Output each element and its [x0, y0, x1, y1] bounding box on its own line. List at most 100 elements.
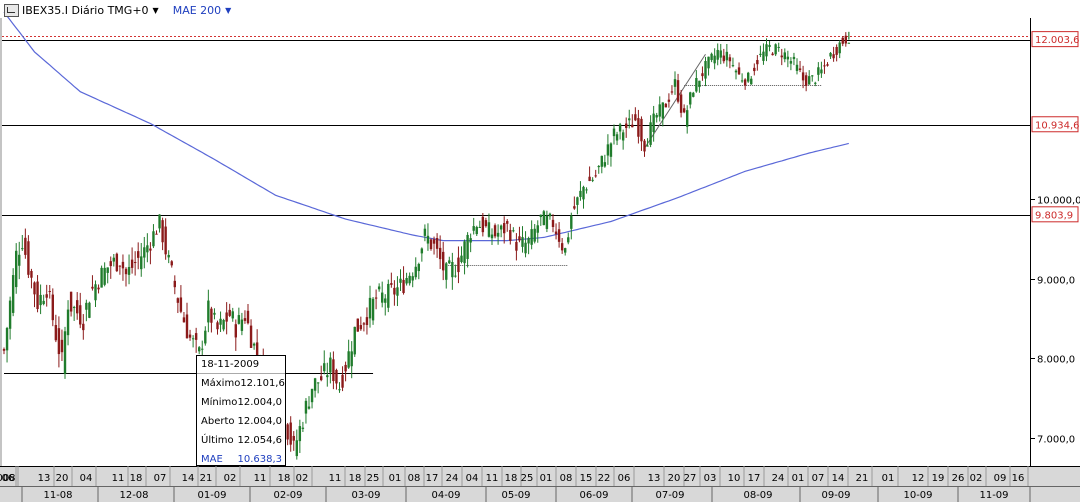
candle-body: [289, 422, 292, 445]
chart-symbol-icon[interactable]: [4, 3, 19, 17]
candle-body: [176, 298, 180, 303]
candle-body: [804, 75, 808, 86]
candle: [115, 252, 119, 273]
candle-body: [682, 108, 686, 113]
candle-body: [213, 312, 216, 315]
candle-body: [234, 324, 237, 338]
candle: [768, 40, 771, 52]
candle-body: [490, 234, 494, 239]
candle-body: [542, 211, 546, 226]
candle: [353, 326, 356, 357]
data-tooltip: 18-11-2009 Máximo 12.101,6 Mínimo 12.004…: [196, 355, 286, 466]
candle: [493, 223, 497, 239]
x-day-label: 11: [112, 473, 125, 484]
candle-body: [442, 251, 445, 271]
candle-body: [829, 52, 832, 57]
candle: [695, 70, 698, 93]
candle: [786, 50, 790, 68]
candle-body: [216, 322, 219, 330]
candle: [216, 320, 219, 335]
candle-body: [124, 268, 128, 275]
candle-body: [85, 302, 88, 310]
candle: [765, 38, 768, 62]
candle-body: [585, 189, 588, 191]
candle-body: [246, 310, 250, 324]
indicator-dropdown-icon[interactable]: ▼: [225, 5, 232, 15]
candle-body: [631, 124, 634, 128]
candle-body: [94, 284, 97, 301]
candle-body: [835, 46, 838, 55]
candle-body: [435, 238, 439, 249]
x-month-label: 08-09: [743, 490, 772, 501]
x-day-label: 12: [912, 473, 925, 484]
tooltip-value: 12.054,6: [237, 435, 282, 446]
candle-body: [420, 248, 424, 254]
candle: [405, 272, 408, 286]
candle: [634, 107, 637, 122]
candle: [112, 253, 115, 267]
candle: [72, 305, 76, 321]
candle: [841, 36, 844, 47]
candle: [45, 284, 48, 307]
candle: [670, 85, 674, 95]
x-month-label: 09-09: [821, 490, 850, 501]
candle-body: [713, 55, 716, 64]
candle: [387, 279, 390, 313]
candle: [48, 284, 51, 299]
candle-body: [719, 50, 722, 58]
candle: [667, 93, 671, 108]
candle-body: [63, 331, 67, 374]
x-day-label: 06: [2, 473, 15, 484]
symbol-label[interactable]: IBEX35.I Diário TMG+0: [22, 3, 149, 17]
candle-body: [426, 235, 430, 244]
candle-body: [18, 254, 21, 266]
tooltip-value: 12.101,6: [240, 378, 285, 389]
candle-body: [72, 307, 76, 309]
candle-body: [844, 35, 847, 44]
candle-body: [512, 230, 515, 232]
candle-body: [649, 122, 652, 145]
candle-body: [643, 140, 646, 152]
candle: [618, 122, 622, 140]
candle: [454, 264, 457, 278]
candle-body: [609, 143, 613, 157]
candle-body: [173, 280, 176, 288]
candle: [33, 281, 36, 308]
candle-body: [798, 68, 802, 71]
candle: [551, 214, 555, 233]
candle: [332, 351, 335, 390]
x-day-label: 18: [130, 473, 143, 484]
trendline: [644, 53, 706, 149]
candle: [490, 228, 494, 246]
candle: [515, 233, 518, 261]
candle: [384, 294, 387, 316]
candle-body: [451, 261, 454, 278]
candle: [539, 214, 542, 226]
candle: [734, 69, 738, 80]
candle-body: [194, 333, 198, 340]
x-day-label: 02: [970, 473, 983, 484]
candle-body: [463, 241, 466, 264]
candle: [521, 226, 524, 253]
candle: [5, 326, 9, 363]
candle: [42, 294, 45, 306]
candle: [621, 129, 625, 150]
candle-body: [115, 253, 119, 272]
indicator-label[interactable]: MAE 200: [172, 3, 222, 17]
candle: [585, 187, 588, 194]
candle: [801, 65, 805, 89]
candle: [292, 431, 295, 451]
candle: [661, 102, 664, 127]
candle-body: [582, 186, 585, 200]
candle-body: [88, 302, 91, 318]
candle-body: [612, 128, 616, 137]
x-day-label: 07: [812, 473, 825, 484]
candle-body: [499, 225, 503, 230]
symbol-dropdown-icon[interactable]: ▼: [152, 5, 159, 15]
candle: [737, 62, 741, 75]
candle: [377, 283, 381, 292]
candle-body: [143, 247, 146, 258]
price-label: 10.934,6: [1035, 120, 1080, 131]
x-day-label: 25: [367, 473, 380, 484]
